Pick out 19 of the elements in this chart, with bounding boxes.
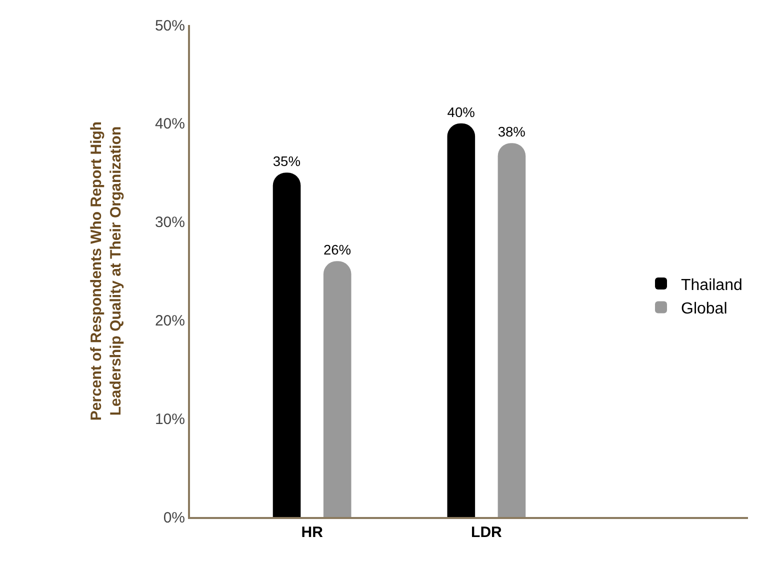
y-tick-label: 40% <box>154 116 185 133</box>
x-tick-label: HR <box>301 524 324 541</box>
x-tick-label: LDR <box>471 524 502 541</box>
bar <box>447 123 476 517</box>
y-tick-label: 20% <box>154 312 185 330</box>
data-label: 35% <box>272 153 301 170</box>
y-axis-title: Percent of Respondents Who Report High Leadership Quality at Their Organization <box>88 121 125 421</box>
data-label: 38% <box>498 124 526 140</box>
legend-label: Global <box>681 300 728 318</box>
legend-label: Thailand <box>681 276 742 294</box>
y-tick-label: 30% <box>154 214 185 232</box>
bar <box>323 261 352 517</box>
bar <box>498 143 526 517</box>
data-label: 40% <box>447 104 475 120</box>
y-tick-label: 0% <box>163 509 185 526</box>
data-label: 26% <box>323 242 352 258</box>
bar <box>272 172 301 517</box>
y-tick-label: 50% <box>154 17 185 34</box>
y-tick-label: 10% <box>154 410 185 428</box>
